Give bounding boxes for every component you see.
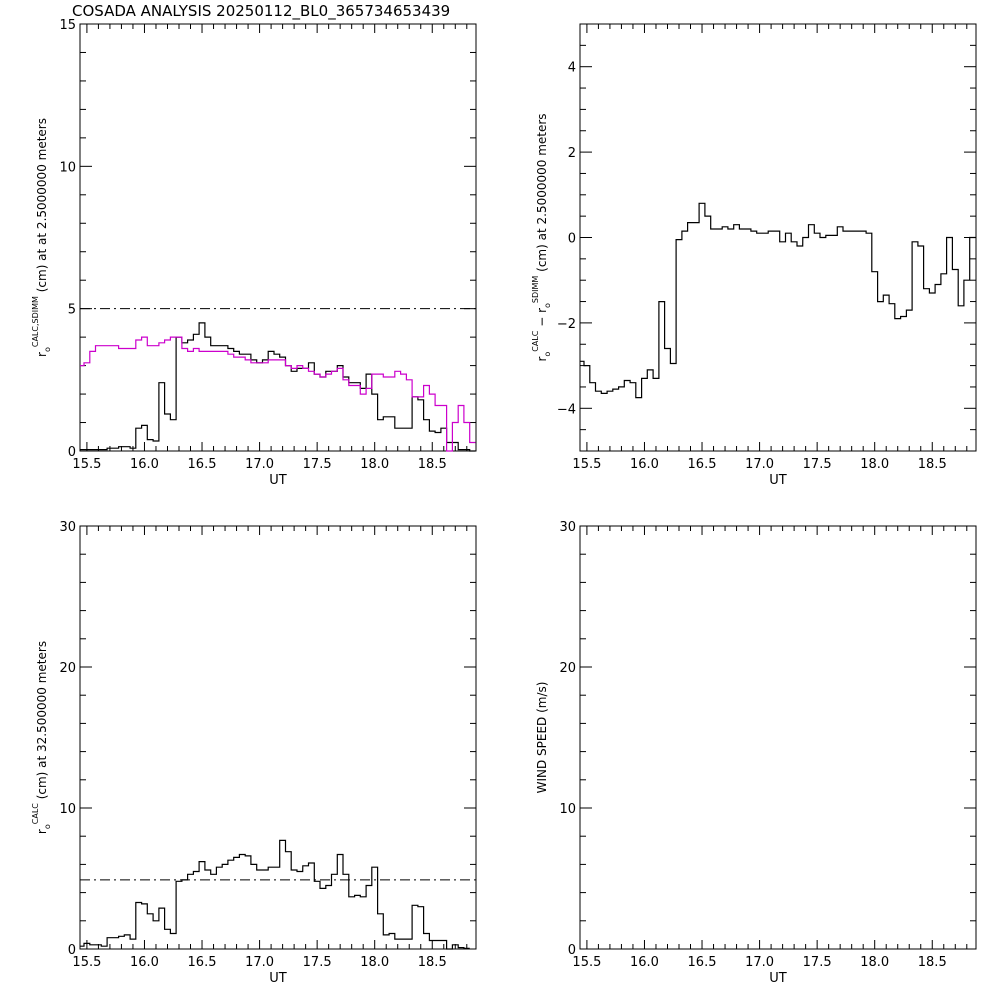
y-tick-label: 20 (59, 661, 76, 676)
x-tick-label: 15.5 (72, 457, 101, 472)
x-tick-label: 18.0 (860, 457, 889, 472)
ylabel-symbol: r (35, 829, 49, 834)
x-tick-label: 18.5 (918, 457, 947, 472)
y-tick-label: −4 (557, 402, 576, 417)
panel-p1: 15.5 16.0 16.5 17.0 17.5 18.0 18.5 UT 0 5 10 15 roCA… (31, 18, 477, 488)
ylabel-subscript: o (43, 347, 52, 352)
panel-p3: 15.5 16.0 16.5 17.0 17.5 18.0 18.5 UT 0 10 20 30 roC… (31, 520, 477, 986)
x-tick-label: 17.0 (745, 955, 774, 970)
x-tick-label: 18.5 (418, 457, 447, 472)
x-tick-label: 17.0 (245, 955, 274, 970)
x-tick-label: 17.5 (303, 955, 332, 970)
ylabel-text-2: (cm) at 2.5000000 meters (535, 113, 549, 275)
ylabel-superscript: CALC (531, 330, 540, 352)
x-tick-label: 16.5 (188, 457, 217, 472)
x-axis-label: UT (769, 473, 787, 488)
y-tick-label: 4 (568, 61, 576, 76)
x-tick-label: 18.0 (360, 457, 389, 472)
ylabel-text: − (535, 313, 549, 331)
x-tick-label: 16.0 (630, 457, 659, 472)
plot-frame (79, 23, 477, 452)
y-tick-label: 10 (559, 802, 576, 817)
y-tick-label: 30 (59, 520, 76, 535)
y-tick-label: 0 (68, 943, 76, 958)
ylabel-symbol: WIND SPEED (m/s) (535, 682, 549, 794)
y-tick-label: 0 (568, 232, 576, 247)
ylabel-symbol: r (535, 357, 549, 362)
x-tick-label: 16.5 (688, 955, 717, 970)
y-tick-label: 2 (568, 146, 576, 161)
figure-title: COSADA ANALYSIS 20250112_BL0_36573465343… (72, 2, 450, 21)
y-tick-label: 5 (68, 303, 76, 318)
ylabel-subscript: o (43, 824, 52, 829)
ylabel-superscript: CALC (31, 803, 40, 825)
y-tick-label: 10 (59, 802, 76, 817)
x-tick-label: 16.5 (688, 457, 717, 472)
x-tick-label: 17.0 (745, 457, 774, 472)
x-tick-label: 17.5 (803, 457, 832, 472)
panel-p4: 15.5 16.0 16.5 17.0 17.5 18.0 18.5 UT 0 10 20 30 WIN… (535, 520, 977, 986)
x-tick-label: 17.0 (245, 457, 274, 472)
y-tick-label: 15 (59, 18, 76, 33)
x-axis-label: UT (269, 971, 287, 986)
panel-p2: 15.5 16.0 16.5 17.0 17.5 18.0 18.5UT−4−2024roC… (531, 23, 977, 488)
x-tick-label: 16.0 (630, 955, 659, 970)
x-tick-label: 18.0 (860, 955, 889, 970)
y-tick-label: 0 (568, 943, 576, 958)
ylabel-subscript-2: o (543, 303, 552, 308)
x-tick-label: 18.5 (418, 955, 447, 970)
series-calc (80, 839, 470, 950)
plot-frame (579, 525, 977, 950)
x-tick-label: 15.5 (572, 457, 601, 472)
ylabel-superscript: CALC,SDIMM (31, 296, 40, 347)
ylabel-symbol: r (35, 352, 49, 357)
y-axis-label: roCALC − roSDIMM (cm) at 2.5000000 meter… (531, 113, 552, 361)
ylabel-text: (cm) at 32.500000 meters (35, 641, 49, 803)
ylabel-text: (cm) at at 2.5000000 meters (35, 118, 49, 296)
y-tick-label: 10 (59, 160, 76, 175)
y-tick-label: −2 (557, 317, 576, 332)
y-tick-label: 20 (559, 661, 576, 676)
y-tick-label: 0 (68, 445, 76, 460)
x-tick-label: 16.5 (188, 955, 217, 970)
x-tick-label: 18.0 (360, 955, 389, 970)
ylabel-superscript-2: SDIMM (531, 276, 540, 304)
x-tick-label: 16.0 (130, 457, 159, 472)
x-axis-label: UT (269, 473, 287, 488)
x-axis-label: UT (769, 971, 787, 986)
x-tick-label: 17.5 (803, 955, 832, 970)
plot-frame (579, 23, 977, 452)
y-axis-label: roCALC (cm) at 32.500000 meters (31, 641, 52, 834)
series-sdimm (80, 336, 476, 452)
y-tick-label: 30 (559, 520, 576, 535)
series-calc-sdimm (580, 202, 976, 399)
x-tick-label: 18.5 (918, 955, 947, 970)
x-tick-label: 15.5 (72, 955, 101, 970)
series-calc (80, 322, 476, 452)
ylabel-symbol-2: r (535, 308, 549, 313)
x-tick-label: 17.5 (303, 457, 332, 472)
x-tick-label: 16.0 (130, 955, 159, 970)
ylabel-subscript: o (543, 352, 552, 357)
y-axis-label: WIND SPEED (m/s) (535, 682, 549, 794)
x-tick-label: 15.5 (572, 955, 601, 970)
plot-frame (79, 525, 477, 950)
y-axis-label: roCALC,SDIMM (cm) at at 2.5000000 meters (31, 118, 52, 357)
